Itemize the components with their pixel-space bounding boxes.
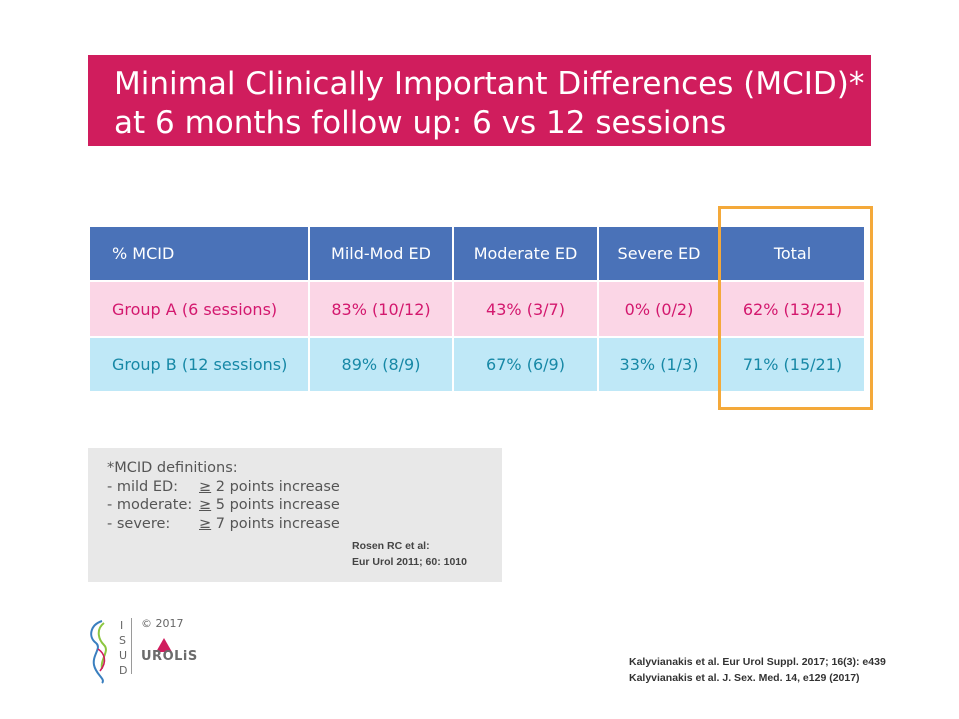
header-moderate: Moderate ED xyxy=(454,227,597,280)
urolis-triangle-icon xyxy=(156,638,172,652)
group-a-label: Group A (6 sessions) xyxy=(90,280,308,336)
isud-logo-icon: I S U D xyxy=(90,619,127,684)
title-banner: Minimal Clinically Important Differences… xyxy=(88,55,871,146)
note-term: - mild ED: xyxy=(107,478,179,495)
note-value: 7 points increase xyxy=(211,515,340,532)
isud-letter-s: S xyxy=(119,634,126,647)
note-term: - moderate: xyxy=(107,497,193,513)
group-a-moderate: 43% (3/7) xyxy=(454,280,597,336)
ge-symbol: ≥ xyxy=(199,515,212,532)
group-b-label: Group B (12 sessions) xyxy=(90,336,308,391)
group-b-mild-mod: 89% (8/9) xyxy=(310,336,452,391)
note-reference: Rosen RC et al: Eur Urol 2011; 60: 1010 xyxy=(352,538,467,570)
urolis-logo: UROLiS xyxy=(141,649,198,664)
header-total: Total xyxy=(721,227,864,280)
group-a-mild-mod: 83% (10/12) xyxy=(310,280,452,336)
note-item-severe: - severe: ≥ 7 points increase xyxy=(107,515,502,534)
note-item-moderate: - moderate: ≥ 5 points increase xyxy=(107,496,502,515)
isud-letter-d: D xyxy=(119,664,127,677)
total-column-highlight xyxy=(718,206,873,410)
note-term: - severe: xyxy=(107,515,171,532)
citation-1: Kalyvianakis et al. Eur Urol Suppl. 2017… xyxy=(629,656,886,668)
isud-letter-u: U xyxy=(119,649,127,662)
isud-letter-i: I xyxy=(120,619,123,632)
citation-2: Kalyvianakis et al. J. Sex. Med. 14, e12… xyxy=(629,672,860,684)
note-value: 5 points increase xyxy=(211,497,340,513)
note-heading: *MCID definitions: xyxy=(107,460,238,476)
title-line-2: at 6 months follow up: 6 vs 12 sessions xyxy=(114,105,727,141)
note-item-mild: - mild ED: ≥ 2 points increase xyxy=(107,478,502,497)
table-header-row: % MCID Mild-Mod ED Moderate ED Severe ED… xyxy=(90,227,864,280)
logo-divider xyxy=(131,618,132,674)
header-severe: Severe ED xyxy=(599,227,719,280)
group-b-severe: 33% (1/3) xyxy=(599,336,719,391)
note-reference-line-2: Eur Urol 2011; 60: 1010 xyxy=(352,556,467,568)
header-mcid: % MCID xyxy=(90,227,308,280)
mcid-definitions-note: *MCID definitions: - mild ED: ≥ 2 points … xyxy=(88,448,502,582)
group-b-moderate: 67% (6/9) xyxy=(454,336,597,391)
group-a-severe: 0% (0/2) xyxy=(599,280,719,336)
note-value: 2 points increase xyxy=(211,478,340,495)
citations: Kalyvianakis et al. Eur Urol Suppl. 2017… xyxy=(629,654,886,686)
ge-symbol: ≥ xyxy=(199,497,212,513)
header-mild-mod: Mild-Mod ED xyxy=(310,227,452,280)
group-a-total: 62% (13/21) xyxy=(721,280,864,336)
table-row-group-b: Group B (12 sessions) 89% (8/9) 67% (6/9… xyxy=(90,336,864,391)
copyright: © 2017 xyxy=(141,617,184,630)
title-line-1: Minimal Clinically Important Differences… xyxy=(114,66,865,102)
mcid-table: % MCID Mild-Mod ED Moderate ED Severe ED… xyxy=(88,227,866,391)
group-b-total: 71% (15/21) xyxy=(721,336,864,391)
note-reference-line-1: Rosen RC et al: xyxy=(352,540,430,552)
table-row-group-a: Group A (6 sessions) 83% (10/12) 43% (3/… xyxy=(90,280,864,336)
ge-symbol: ≥ xyxy=(199,478,212,495)
